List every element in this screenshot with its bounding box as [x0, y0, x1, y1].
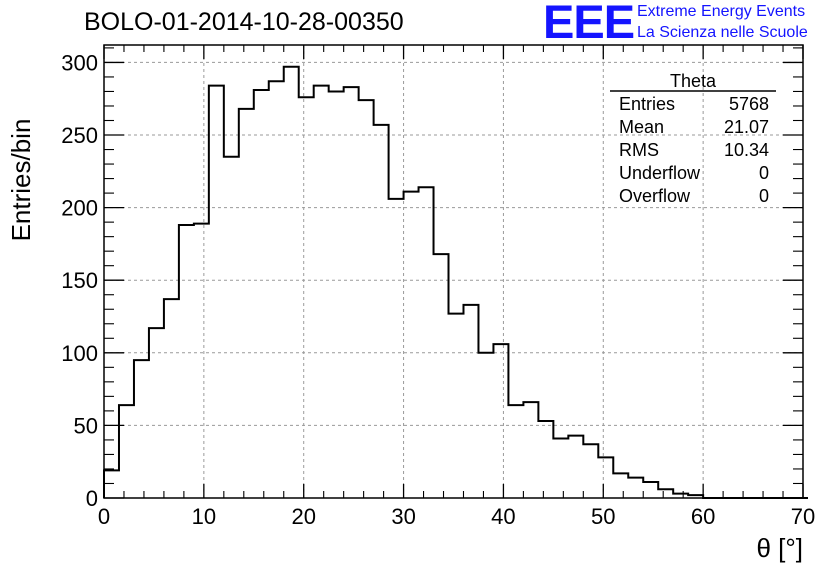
- histogram-bin: [329, 91, 344, 498]
- x-axis-title: θ [°]: [756, 533, 803, 563]
- histogram-bin: [643, 482, 658, 498]
- tick-layer: [103, 45, 804, 499]
- histogram-layer: [103, 65, 808, 499]
- histogram-bin: [493, 344, 508, 498]
- histogram-bin: [164, 299, 179, 498]
- x-tick-label: 60: [691, 504, 715, 529]
- x-tick-label: 20: [291, 504, 315, 529]
- x-tick-label: 50: [591, 504, 615, 529]
- eee-logo: EEE: [543, 0, 635, 48]
- histogram-bin: [389, 199, 404, 498]
- y-axis-title: Entries/bin: [6, 119, 36, 242]
- eee-logo-line1: Extreme Energy Events: [637, 3, 806, 20]
- histogram-bin: [449, 314, 464, 498]
- stats-mean-value: 21.07: [724, 117, 769, 137]
- histogram-bin: [508, 405, 523, 498]
- eee-logo-line2: La Scienza nelle Scuole: [637, 24, 808, 41]
- stats-mean-label: Mean: [619, 117, 664, 137]
- histogram-bin: [314, 86, 329, 498]
- stats-box: Theta Entries 5768 Mean 21.07 RMS 10.34 …: [610, 71, 776, 206]
- histogram-bin: [344, 87, 359, 498]
- histogram-bin: [104, 470, 119, 498]
- stats-underflow-label: Underflow: [619, 163, 701, 183]
- histogram-bin: [269, 81, 284, 498]
- histogram-bin: [119, 405, 134, 498]
- histogram-bin: [284, 67, 299, 498]
- stats-overflow-value: 0: [759, 186, 769, 206]
- histogram-bin: [523, 402, 538, 498]
- stats-entries-label: Entries: [619, 94, 675, 114]
- x-tick-label: 40: [491, 504, 515, 529]
- tick-labels: 0 10 20 30 40 50 60 70 0 50 100 150 200 250 300: [61, 50, 815, 529]
- histogram-bin: [239, 109, 254, 498]
- x-tick-label: 30: [391, 504, 415, 529]
- histogram-bin: [478, 353, 493, 498]
- x-tick-label: 10: [192, 504, 216, 529]
- y-tick-label: 0: [86, 486, 98, 511]
- histogram-bin: [224, 157, 239, 498]
- y-tick-label: 200: [61, 196, 98, 221]
- histogram-bin: [254, 90, 269, 498]
- histogram-bin: [404, 192, 419, 498]
- histogram-bin: [419, 187, 434, 498]
- stats-box-title: Theta: [670, 71, 717, 91]
- histogram-bin: [299, 97, 314, 498]
- histogram-bin: [658, 489, 673, 498]
- grid-layer: [104, 45, 803, 498]
- histogram-bin: [568, 436, 583, 498]
- histogram-bin: [538, 421, 553, 498]
- plot-frame: [103, 44, 804, 499]
- histogram-bin: [598, 457, 613, 498]
- histogram-bin: [628, 478, 643, 498]
- histogram-bin: [134, 360, 149, 498]
- histogram-bin: [463, 305, 478, 498]
- histogram-bin: [583, 444, 598, 498]
- y-tick-label: 300: [61, 50, 98, 75]
- x-tick-label: 70: [791, 504, 815, 529]
- histogram-bin: [359, 100, 374, 498]
- histogram-bin: [179, 225, 194, 498]
- histogram-bin: [374, 125, 389, 498]
- stats-entries-value: 5768: [729, 94, 769, 114]
- run-title: BOLO-01-2014-10-28-00350: [84, 8, 404, 36]
- y-tick-label: 150: [61, 268, 98, 293]
- histogram-outline: [103, 65, 808, 499]
- y-tick-label: 50: [74, 413, 98, 438]
- stats-overflow-label: Overflow: [619, 186, 691, 206]
- stats-rms-value: 10.34: [724, 140, 769, 160]
- histogram-bin: [613, 473, 628, 498]
- y-tick-label: 100: [61, 341, 98, 366]
- histogram-bin: [434, 254, 449, 498]
- stats-rms-label: RMS: [619, 140, 659, 160]
- histogram-bin: [149, 328, 164, 498]
- x-tick-label: 0: [98, 504, 110, 529]
- stats-underflow-value: 0: [759, 163, 769, 183]
- histogram-bin: [553, 438, 568, 498]
- histogram-bin: [194, 224, 209, 498]
- y-tick-label: 250: [61, 123, 98, 148]
- histogram-bin: [209, 86, 224, 498]
